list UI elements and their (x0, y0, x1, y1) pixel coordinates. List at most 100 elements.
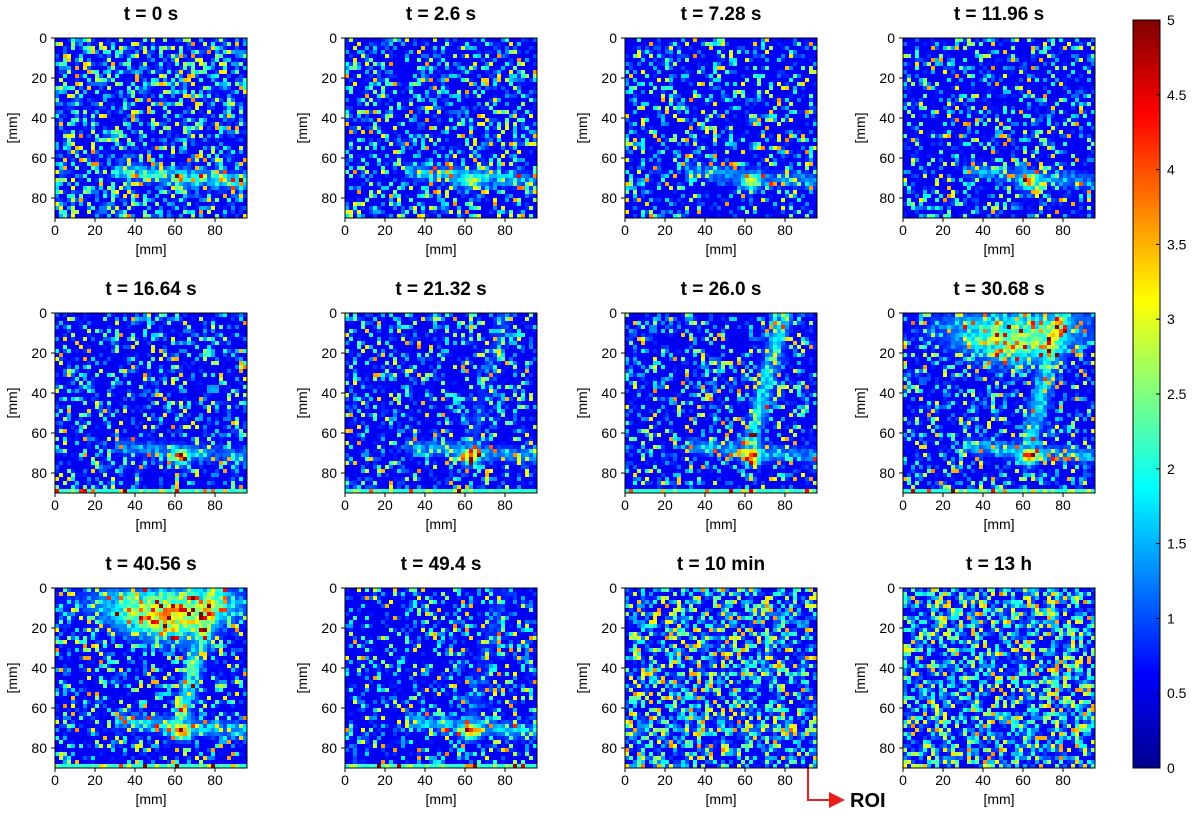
heat-cell (187, 154, 191, 158)
heat-cell (183, 98, 187, 102)
heat-cell (139, 190, 143, 194)
heat-cell (111, 74, 115, 78)
heat-cell (349, 42, 353, 46)
heat-cell (525, 146, 529, 150)
heat-cell (99, 198, 103, 202)
heat-cell (417, 70, 421, 74)
heat-cell (345, 38, 349, 42)
heat-cell (353, 118, 357, 122)
heat-cell (171, 130, 175, 134)
heat-cell (147, 98, 151, 102)
heat-cell (215, 114, 219, 118)
heat-cell (517, 62, 521, 66)
heat-cell (393, 58, 397, 62)
heat-cell (147, 78, 151, 82)
heat-cell (401, 110, 405, 114)
heat-cell (71, 94, 75, 98)
heat-cell (457, 118, 461, 122)
heat-cell (91, 214, 95, 218)
heat-cell (99, 70, 103, 74)
heat-cell (159, 174, 163, 178)
heat-cell (195, 82, 199, 86)
heat-cell (437, 118, 441, 122)
heat-cell (223, 134, 227, 138)
heat-cell (473, 70, 477, 74)
heat-cell (207, 94, 211, 98)
heat-cell (187, 42, 191, 46)
heat-cell (91, 126, 95, 130)
heat-cell (59, 162, 63, 166)
heat-cell (111, 110, 115, 114)
heat-cell (203, 118, 207, 122)
heat-cell (425, 98, 429, 102)
heat-cell (397, 46, 401, 50)
heat-cell (381, 74, 385, 78)
heat-cell (485, 62, 489, 66)
heat-cell (525, 78, 529, 82)
heat-cell (135, 46, 139, 50)
heat-cell (219, 90, 223, 94)
heat-cell (75, 74, 79, 78)
heat-cell (345, 86, 349, 90)
heat-cell (401, 138, 405, 142)
heat-cell (529, 134, 533, 138)
heat-cell (485, 110, 489, 114)
heat-cell (163, 110, 167, 114)
heat-cell (143, 62, 147, 66)
heat-cell (207, 70, 211, 74)
heat-cell (155, 162, 159, 166)
heat-cell (87, 74, 91, 78)
heat-cell (485, 130, 489, 134)
heat-cell (465, 78, 469, 82)
heat-cell (349, 38, 353, 42)
heat-cell (159, 118, 163, 122)
heat-cell (103, 42, 107, 46)
heat-cell (167, 82, 171, 86)
heat-cell (397, 158, 401, 162)
heat-cell (127, 94, 131, 98)
heat-cell (513, 138, 517, 142)
heat-cell (227, 162, 231, 166)
heat-cell (231, 154, 235, 158)
heat-cell (199, 194, 203, 198)
heat-cell (345, 126, 349, 130)
heat-cell (59, 74, 63, 78)
heat-cell (235, 50, 239, 54)
heat-cell (369, 114, 373, 118)
heat-cell (513, 38, 517, 42)
heat-cell (123, 62, 127, 66)
heat-cell (207, 138, 211, 142)
heat-cell (429, 106, 433, 110)
heat-cell (131, 94, 135, 98)
heat-cell (517, 130, 521, 134)
heat-cell (525, 110, 529, 114)
heat-cell (151, 174, 155, 178)
heat-cell (361, 110, 365, 114)
heat-cell (115, 94, 119, 98)
heat-cell (239, 46, 243, 50)
heat-cell (187, 210, 191, 214)
heat-cell (417, 86, 421, 90)
heat-cell (211, 194, 215, 198)
heat-cell (95, 186, 99, 190)
heat-cell (95, 126, 99, 130)
heat-cell (365, 38, 369, 42)
heat-cell (357, 126, 361, 130)
heat-cell (457, 54, 461, 58)
heat-cell (179, 162, 183, 166)
heat-cell (111, 118, 115, 122)
heat-cell (517, 50, 521, 54)
heat-cell (147, 62, 151, 66)
heat-cell (223, 126, 227, 130)
heat-cell (211, 202, 215, 206)
heat-cell (91, 202, 95, 206)
heat-cell (79, 98, 83, 102)
heat-cell (425, 90, 429, 94)
heat-cell (345, 118, 349, 122)
heat-cell (405, 110, 409, 114)
heat-cell (211, 102, 215, 106)
heat-cell (373, 118, 377, 122)
heat-cell (529, 158, 533, 162)
heat-cell (421, 118, 425, 122)
heat-cell (99, 186, 103, 190)
